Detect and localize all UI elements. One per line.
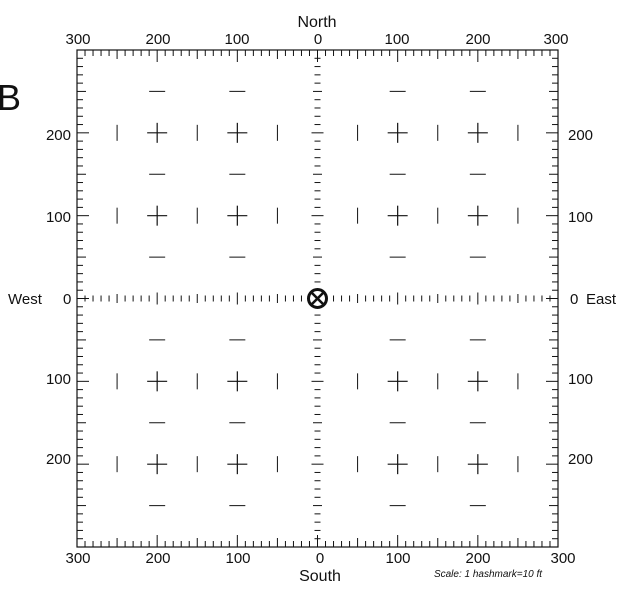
top-tick-label: 200 [465, 31, 490, 48]
grid-field-markers [116, 90, 519, 507]
right-tick-label: 100 [568, 209, 593, 226]
bottom-tick-label: 300 [550, 550, 575, 567]
top-tick-label: 300 [543, 31, 568, 48]
right-tick-label: 200 [568, 451, 593, 468]
east-origin-label: 0 [570, 291, 578, 308]
top-tick-label: 0 [314, 31, 322, 48]
bottom-tick-label: 100 [385, 550, 410, 567]
left-tick-label: 200 [46, 127, 71, 144]
bottom-tick-label: 100 [225, 550, 250, 567]
bottom-tick-label: 200 [145, 550, 170, 567]
panel-letter: B [0, 77, 21, 118]
scale-note: Scale: 1 hashmark=10 ft [434, 569, 543, 580]
bottom-tick-label: 200 [465, 550, 490, 567]
west-label: West [8, 291, 43, 308]
north-label: North [297, 14, 336, 31]
right-tick-label: 200 [568, 127, 593, 144]
top-tick-label: 300 [65, 31, 90, 48]
top-tick-label: 100 [224, 31, 249, 48]
top-tick-label: 100 [384, 31, 409, 48]
circled-x-icon [307, 288, 328, 309]
left-tick-label: 100 [46, 371, 71, 388]
grid-frame [76, 49, 559, 548]
right-tick-label: 100 [568, 371, 593, 388]
frame-hashmarks [76, 49, 559, 548]
bottom-tick-label: 0 [316, 550, 324, 567]
left-tick-label: 100 [46, 209, 71, 226]
left-tick-label: 200 [46, 451, 71, 468]
top-tick-label: 200 [145, 31, 170, 48]
south-label: South [299, 568, 341, 585]
east-label: East [586, 291, 617, 308]
west-origin-label: 0 [63, 291, 71, 308]
bottom-tick-label: 300 [65, 550, 90, 567]
